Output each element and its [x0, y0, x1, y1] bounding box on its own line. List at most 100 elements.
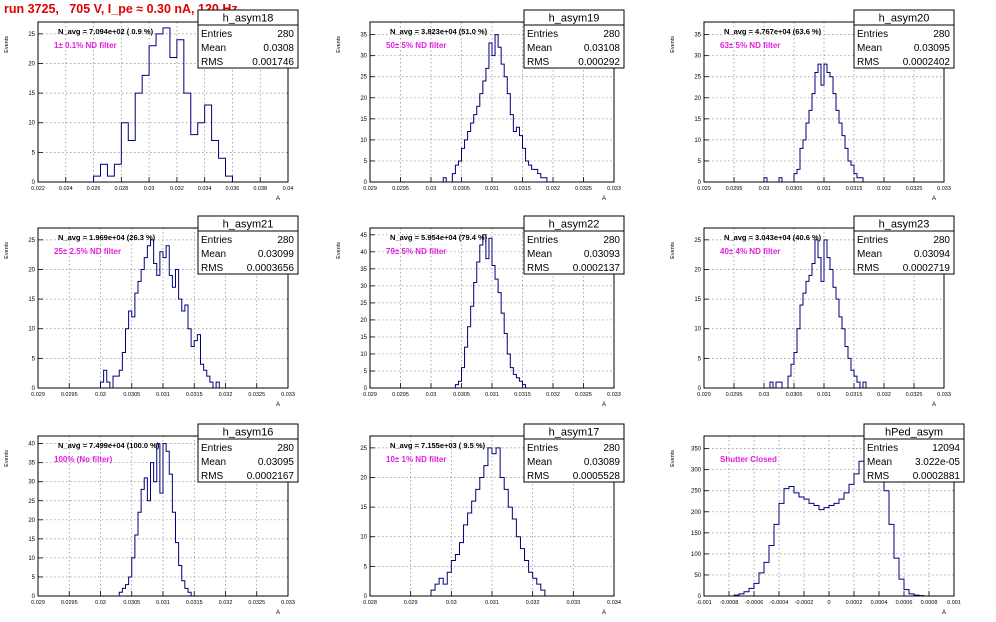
y-tick-label: 25	[28, 499, 35, 505]
x-tick-label: 0.0305	[123, 392, 140, 398]
y-tick-label: 15	[360, 505, 367, 511]
stats-key: RMS	[201, 263, 224, 274]
stats-key: RMS	[527, 57, 550, 68]
y-tick-label: 10	[28, 327, 35, 333]
x-tick-label: 0.001	[947, 600, 961, 606]
y-tick-label: 20	[28, 61, 35, 67]
y-tick-label: 5	[698, 159, 702, 165]
x-tick-label: 0.032	[219, 600, 233, 606]
x-tick-label: 0.0325	[575, 186, 592, 192]
stats-box-frame	[197, 423, 299, 483]
x-axis-label: A	[932, 196, 936, 202]
y-axis-label: Events	[336, 242, 342, 259]
x-axis-label: A	[942, 610, 946, 616]
stats-key: Mean	[201, 43, 226, 54]
y-tick-label: 0	[698, 386, 702, 392]
stats-key: RMS	[857, 57, 880, 68]
y-tick-label: 0	[364, 180, 368, 186]
y-tick-label: 25	[360, 75, 367, 81]
y-tick-label: 10	[694, 327, 701, 333]
stats-box-frame	[863, 423, 965, 483]
y-tick-label: 20	[694, 96, 701, 102]
stats-key: Mean	[527, 43, 552, 54]
stats-key: Entries	[201, 29, 232, 40]
y-tick-label: 35	[28, 461, 35, 467]
x-tick-label: 0.032	[219, 392, 233, 398]
x-tick-label: 0.029	[31, 600, 45, 606]
x-tick-label: 0.032	[526, 600, 540, 606]
stats-key: RMS	[527, 471, 550, 482]
histogram-panel: 0.029 0.0295 0.03 0.0305 0.031 0.0315 0.032 0.0…	[336, 215, 625, 408]
y-tick-label: 150	[691, 531, 702, 537]
stats-key: Mean	[527, 457, 552, 468]
y-tick-label: 20	[28, 267, 35, 273]
histogram-panel: 0.029 0.0295 0.03 0.0305 0.031 0.0315 0.032 0.0…	[4, 423, 299, 616]
x-tick-label: 0.0305	[786, 186, 803, 192]
x-tick-label: -0.001	[696, 600, 712, 606]
stats-key: Mean	[201, 457, 226, 468]
x-tick-label: 0.03	[426, 392, 437, 398]
filter-label: 79± 5% ND filter	[386, 247, 446, 256]
stats-key: Entries	[527, 29, 558, 40]
navg-label: N_avg = 3.043e+04 (40.6 %)	[724, 233, 822, 242]
stats-key: Mean	[201, 249, 226, 260]
y-axis-label: Events	[670, 242, 676, 259]
plot-frame	[37, 21, 289, 183]
x-tick-label: 0.03	[446, 600, 457, 606]
stats-value: 280	[277, 443, 294, 454]
y-tick-label: 10	[360, 352, 367, 358]
x-tick-label: 0.031	[485, 186, 499, 192]
histogram-panel: 0.029 0.0295 0.03 0.0305 0.031 0.0315 0.032 0.0…	[4, 215, 299, 408]
x-tick-label: 0.0325	[248, 392, 265, 398]
y-tick-label: 35	[360, 267, 367, 273]
x-tick-label: 0.0315	[186, 600, 203, 606]
x-tick-label: 0.0002	[846, 600, 863, 606]
stats-value: 0.0308	[263, 43, 294, 54]
y-tick-label: 5	[364, 564, 368, 570]
x-axis-label: A	[276, 610, 280, 616]
y-tick-label: 25	[360, 446, 367, 452]
x-tick-label: 0.026	[87, 186, 101, 192]
histogram-panel: 0.028 0.029 0.03 0.031 0.032 0.033 0.034 0 5 10 15…	[360, 423, 625, 616]
stats-key: RMS	[527, 263, 550, 274]
y-tick-label: 5	[32, 356, 36, 362]
y-tick-label: 30	[694, 54, 701, 60]
stats-box: h_asym23 Entries 280 Mean 0.03094 RMS 0.000271…	[853, 215, 955, 275]
x-axis-label: A	[602, 196, 606, 202]
histogram-name: h_asym19	[549, 13, 600, 25]
stats-key: Mean	[867, 457, 892, 468]
stats-value: 0.03099	[258, 249, 295, 260]
y-tick-label: 25	[28, 238, 35, 244]
stats-value: 0.0002137	[573, 263, 621, 274]
x-tick-label: 0.038	[253, 186, 267, 192]
x-tick-label: 0.028	[114, 186, 128, 192]
stats-value: 280	[603, 29, 620, 40]
stats-key: Entries	[527, 443, 558, 454]
y-tick-label: 15	[694, 117, 701, 123]
plot-frame	[369, 227, 615, 389]
x-tick-label: 0.0295	[392, 392, 409, 398]
x-tick-label: 0.03	[426, 186, 437, 192]
stats-value: 0.001746	[252, 57, 294, 68]
x-tick-label: 0.0325	[575, 392, 592, 398]
filter-label: 50± 5% ND filter	[386, 41, 446, 50]
histogram-bars	[442, 34, 548, 183]
stats-value: 0.03095	[258, 457, 295, 468]
stats-value: 3.022e-05	[915, 457, 960, 468]
y-axis-label: Events	[4, 242, 10, 259]
stats-box: hPed_asym Entries 12094 Mean 3.022e-05 RMS 0.0…	[863, 423, 965, 483]
plot-frame	[37, 435, 289, 597]
x-tick-label: 0.033	[281, 392, 295, 398]
filter-label: 40± 4% ND filter	[720, 247, 780, 256]
histogram-bars	[118, 443, 192, 596]
stats-key: Mean	[857, 249, 882, 260]
navg-label: N_avg = 4.767e+04 (63.6 %)	[724, 27, 822, 36]
plot-frame	[703, 227, 945, 389]
plot-frame	[703, 21, 945, 183]
x-tick-label: 0.033	[607, 392, 621, 398]
x-tick-label: 0.0315	[186, 392, 203, 398]
y-tick-label: 200	[691, 510, 702, 516]
y-tick-label: 10	[360, 138, 367, 144]
stats-key: RMS	[867, 471, 890, 482]
x-tick-label: 0.03	[759, 186, 770, 192]
